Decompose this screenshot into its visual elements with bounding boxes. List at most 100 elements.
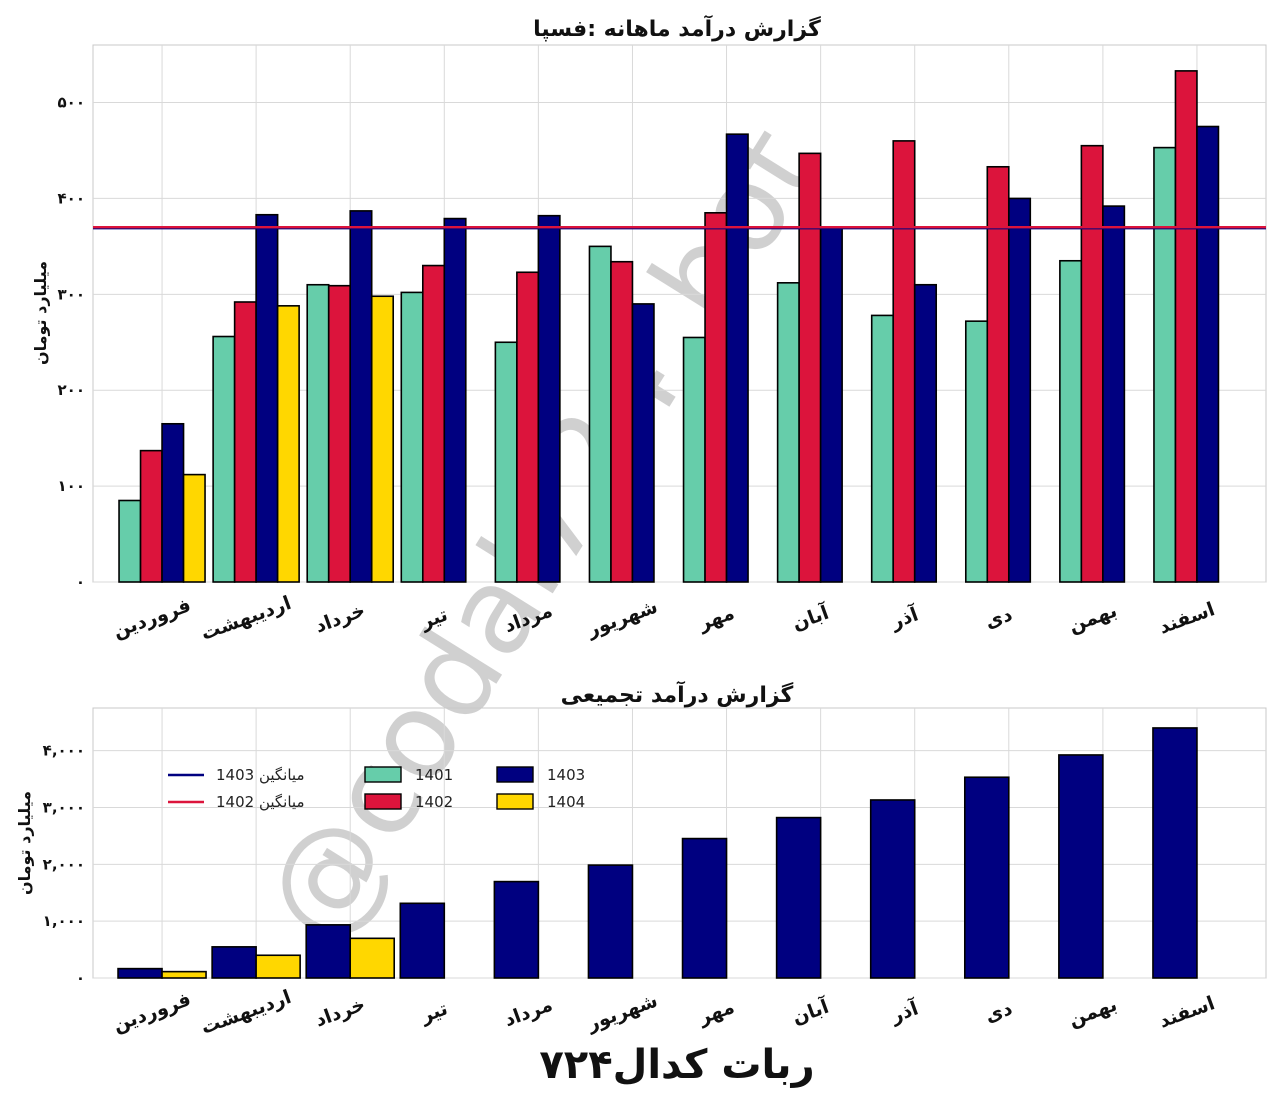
bar-1403 <box>349 210 373 583</box>
bar-1403 <box>399 902 446 979</box>
y-axis-label: میلیارد تومان <box>31 261 50 365</box>
average-lines <box>93 225 1266 230</box>
bar-1403 <box>869 799 916 979</box>
bar-1403 <box>305 924 352 979</box>
legend-color-swatch <box>364 793 402 810</box>
bar-1402 <box>139 449 163 583</box>
monthly-revenue-chart: گزارش درآمد ماهانه :فسپا ۰ ۱۰۰ ۲۰۰ ۳۰۰ ۴۰۰ ۵۰… <box>31 14 1267 645</box>
x-tick-label: آذر <box>886 601 921 633</box>
y-tick-label: ۲۰۰ <box>58 381 85 399</box>
legend-label: میانگین 1402 <box>216 793 305 811</box>
bar-1401 <box>776 282 800 583</box>
legend-entry: میانگین 1403 <box>168 766 305 784</box>
bars <box>118 70 1220 583</box>
y-tick-label: ۴,۰۰۰ <box>43 742 85 760</box>
y-tick-label: ۳۰۰ <box>58 285 85 303</box>
x-tick-labels: فروردین اردیبهشت خرداد تیر مرداد شهریور مهر آبا… <box>110 592 1218 645</box>
bar-1403 <box>443 217 467 583</box>
bar-1403 <box>819 227 843 583</box>
bar-1403 <box>1102 205 1126 583</box>
x-tick-labels: فروردین اردیبهشت خرداد تیر مرداد شهریور مهر آبا… <box>110 986 1218 1039</box>
x-tick-label: مهر <box>695 996 737 1029</box>
bar-1401 <box>400 291 424 583</box>
bar-1403 <box>1152 727 1198 979</box>
legend-entry: 1403 <box>496 766 585 784</box>
bar-1403 <box>913 283 938 583</box>
chart-title: گزارش درآمد تجمیعی <box>561 680 794 708</box>
legend-color-swatch <box>364 766 402 783</box>
bar-1402 <box>327 284 352 583</box>
x-tick-label: خرداد <box>312 599 368 637</box>
bar-1402 <box>1174 70 1198 583</box>
bar-1403 <box>117 967 163 979</box>
y-tick-label: ۳,۰۰۰ <box>43 798 85 816</box>
bar-1403 <box>537 214 561 583</box>
bar-1403 <box>963 776 1010 979</box>
bar-1402 <box>610 260 634 583</box>
bar-1403 <box>161 422 185 583</box>
x-tick-label: اسفند <box>1156 598 1218 638</box>
bar-1403 <box>493 880 540 979</box>
y-axis-label: میلیارد تومان <box>15 791 34 895</box>
x-tick-label: بهمن <box>1066 994 1120 1032</box>
bar-1401 <box>682 336 706 583</box>
bar-1404 <box>182 473 206 583</box>
x-tick-label: آبان <box>789 600 832 635</box>
bar-1403 <box>1058 754 1104 979</box>
x-tick-label: مهر <box>695 602 737 635</box>
y-tick-label: ۱,۰۰۰ <box>43 912 85 930</box>
legend-label: 1404 <box>547 793 585 811</box>
legend-entry: 1404 <box>496 793 585 811</box>
bar-1403 <box>211 946 257 979</box>
legend-color-swatch <box>496 793 534 810</box>
x-tick-label: اردیبهشت <box>198 986 294 1039</box>
x-tick-label: خرداد <box>312 993 368 1031</box>
bar-1401 <box>964 320 989 583</box>
y-tick-label: ۲,۰۰۰ <box>43 855 85 873</box>
bar-1403 <box>1196 125 1220 583</box>
bar-1402 <box>516 271 540 583</box>
y-tick-label: ۱۰۰ <box>58 477 85 495</box>
bar-1404 <box>161 970 207 979</box>
bar-1404 <box>370 295 395 583</box>
bar-1403 <box>681 837 728 979</box>
bar-1401 <box>1153 146 1177 583</box>
bar-1402 <box>421 264 446 583</box>
chart-title: گزارش درآمد ماهانه :فسپا <box>533 14 821 42</box>
x-tick-label: بهمن <box>1066 600 1120 638</box>
x-tick-label: شهریور <box>583 990 660 1036</box>
y-tick-labels: ۰ ۱,۰۰۰ ۲,۰۰۰ ۳,۰۰۰ ۴,۰۰۰ <box>43 742 85 987</box>
x-tick-label: اسفند <box>1156 992 1218 1032</box>
bar-1404 <box>276 305 300 583</box>
bar-1402 <box>1080 144 1104 583</box>
bar-1402 <box>892 140 916 583</box>
x-tick-label: آذر <box>886 995 921 1027</box>
bar-1403 <box>587 864 634 979</box>
x-tick-label: تیر <box>417 997 451 1027</box>
y-tick-label: ۴۰۰ <box>58 189 85 207</box>
legend-color-swatch <box>496 766 534 783</box>
bar-1403 <box>775 816 822 979</box>
x-tick-label: دی <box>982 997 1015 1027</box>
y-tick-labels: ۰ ۱۰۰ ۲۰۰ ۳۰۰ ۴۰۰ ۵۰۰ <box>58 94 85 591</box>
bar-1401 <box>306 283 330 583</box>
bar-1403 <box>725 133 749 583</box>
legend-label: 1402 <box>415 793 453 811</box>
bar-1402 <box>798 152 822 583</box>
x-tick-label: شهریور <box>583 596 660 642</box>
bar-1404 <box>349 937 396 979</box>
y-tick-label: ۵۰۰ <box>58 94 85 112</box>
bar-1401 <box>588 245 612 583</box>
bar-1403 <box>1007 197 1032 583</box>
bar-1403 <box>255 213 279 583</box>
bar-1401 <box>118 499 142 583</box>
bar-1402 <box>704 212 728 583</box>
bar-1401 <box>1059 259 1083 583</box>
bar-1402 <box>233 301 257 583</box>
x-tick-label: فروردین <box>110 988 194 1036</box>
legend-entry: 1401 <box>364 766 453 784</box>
legend-entry: 1402 <box>364 793 453 811</box>
legend-entry: میانگین 1402 <box>168 793 305 811</box>
y-tick-label: ۰ <box>76 573 85 591</box>
